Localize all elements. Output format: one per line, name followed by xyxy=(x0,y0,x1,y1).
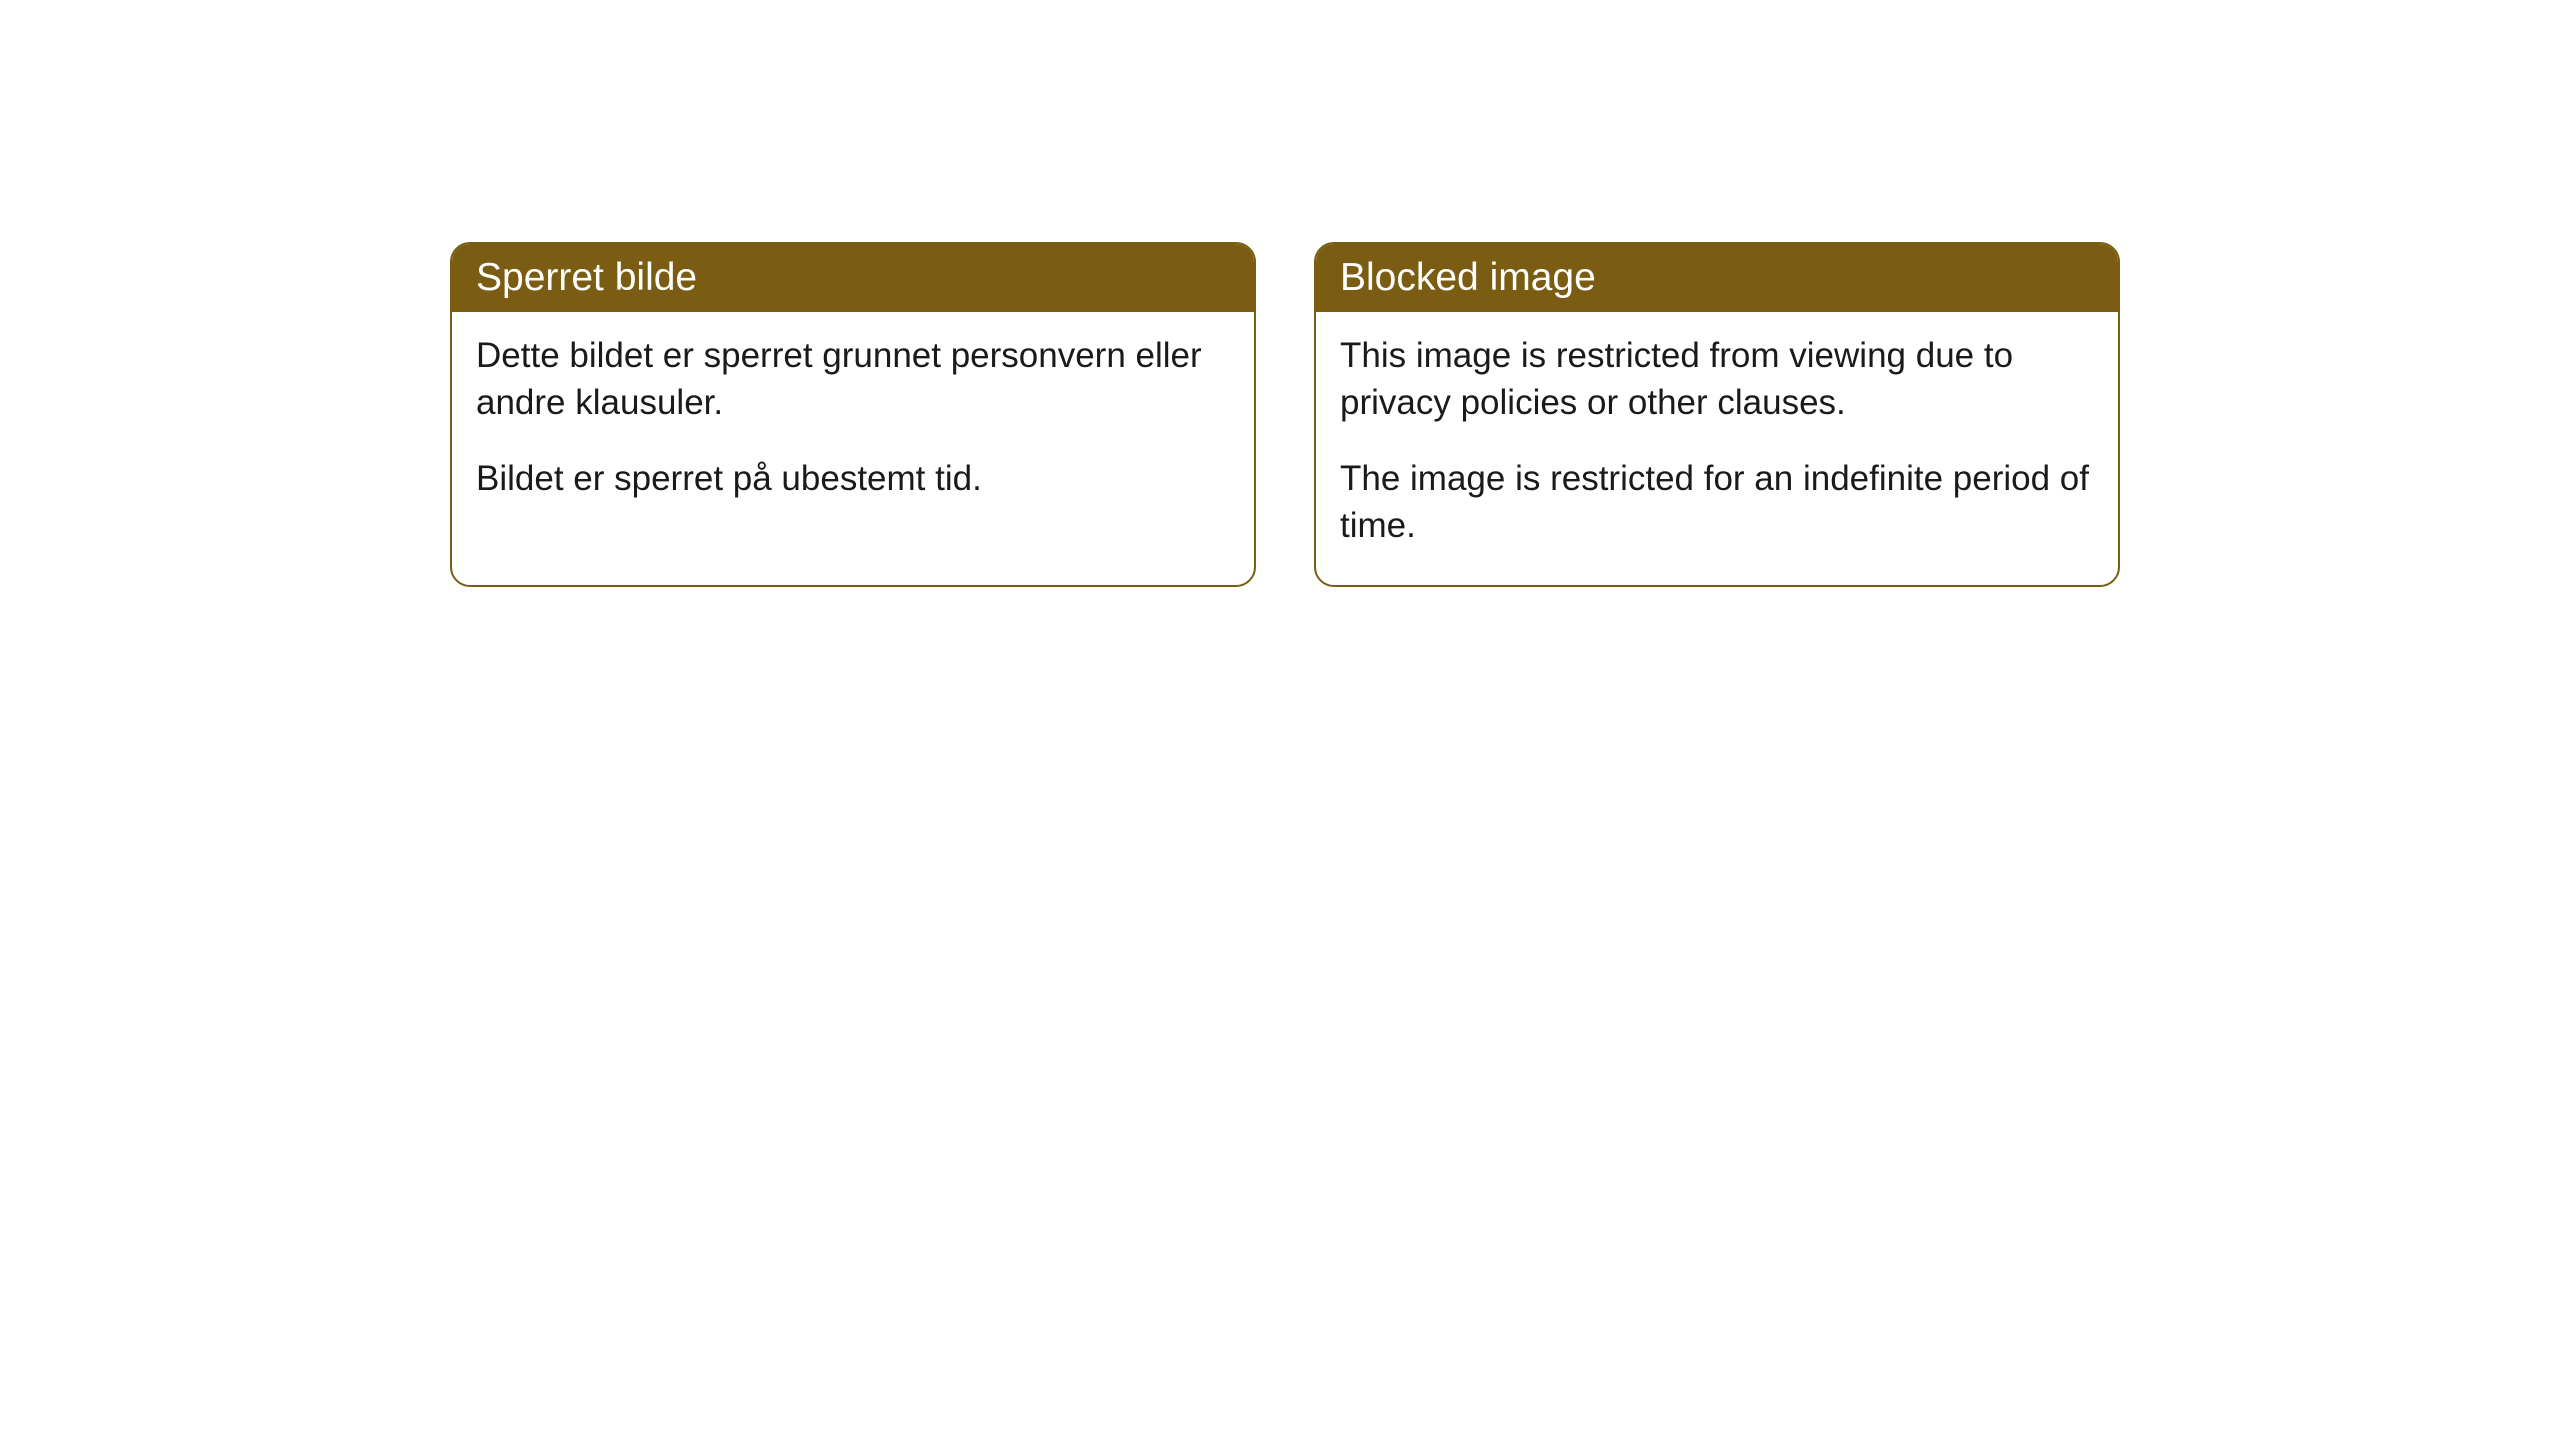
card-paragraph: Dette bildet er sperret grunnet personve… xyxy=(476,332,1230,427)
card-norwegian: Sperret bilde Dette bildet er sperret gr… xyxy=(450,242,1256,587)
card-body-norwegian: Dette bildet er sperret grunnet personve… xyxy=(452,312,1254,538)
card-header-english: Blocked image xyxy=(1316,244,2118,312)
card-english: Blocked image This image is restricted f… xyxy=(1314,242,2120,587)
card-paragraph: The image is restricted for an indefinit… xyxy=(1340,455,2094,550)
cards-container: Sperret bilde Dette bildet er sperret gr… xyxy=(450,242,2560,587)
card-header-norwegian: Sperret bilde xyxy=(452,244,1254,312)
card-body-english: This image is restricted from viewing du… xyxy=(1316,312,2118,585)
card-paragraph: Bildet er sperret på ubestemt tid. xyxy=(476,455,1230,502)
card-paragraph: This image is restricted from viewing du… xyxy=(1340,332,2094,427)
